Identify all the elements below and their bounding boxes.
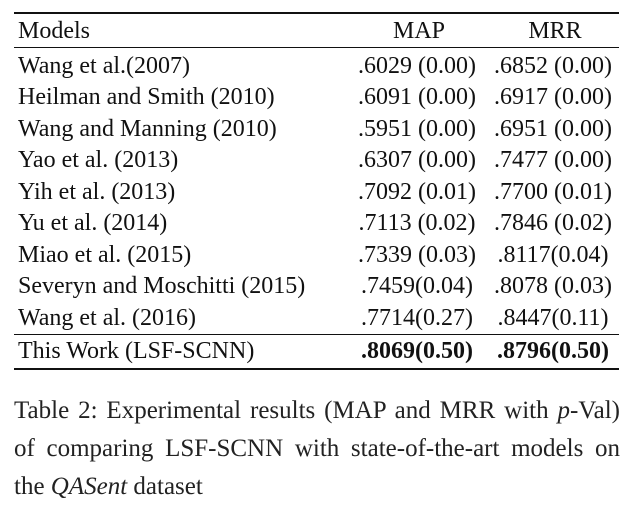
cell-mrr: .8447(0.11) (497, 304, 609, 331)
table-row: Wang and Manning (2010) .5951 (0.00) .6951… (14, 113, 619, 145)
cell-mrr: .8796(0.50) (487, 333, 619, 370)
cell-map: .5951 (0.00) (358, 115, 476, 142)
table-row: Wang et al. (2016) .7714(0.27) .8447(0.11) (14, 302, 619, 334)
cell-model: This Work (LSF-SCNN) (14, 333, 347, 370)
table-header: Models MAP MRR (14, 12, 619, 48)
table-row: Yu et al. (2014) .7113 (0.02) .7846 (0.02) (14, 208, 619, 240)
table-row: Heilman and Smith (2010) .6091 (0.00) .691… (14, 82, 619, 114)
cell-model: Wang and Manning (2010) (18, 115, 277, 142)
cell-map: .7339 (0.03) (358, 241, 476, 268)
cell-model: Yih et al. (2013) (18, 178, 176, 205)
cell-map: .8069(0.50) (347, 333, 487, 370)
cell-map: .7092 (0.01) (358, 178, 476, 205)
cell-mrr: .7846 (0.02) (494, 210, 612, 237)
cell-model: Heilman and Smith (2010) (18, 84, 275, 111)
caption-p-italic: p (557, 397, 571, 424)
results-table-container: Models MAP MRR Wang et al.(2007) .6029 (0… (14, 12, 619, 370)
cell-model: Wang et al.(2007) (18, 52, 191, 79)
header-mrr: MRR (487, 12, 619, 48)
cell-mrr: .6951 (0.00) (494, 115, 612, 142)
caption-text-3: dataset (127, 473, 203, 500)
table-row-this-work: This Work (LSF-SCNN) .8069(0.50) .8796(0… (14, 333, 619, 370)
cell-mrr: .7700 (0.01) (494, 178, 612, 205)
caption-text-1: Table 2: Experimental results (MAP and M… (14, 397, 558, 424)
header-models: Models (14, 12, 347, 48)
table-row: Wang et al.(2007) .6029 (0.00) .6852 (0.00… (14, 48, 619, 82)
cell-model: Wang et al. (2016) (18, 304, 197, 331)
caption-text-2: -Val) of comparing LSF-SCNN with state-o… (14, 397, 620, 500)
cell-map: .6307 (0.00) (358, 147, 476, 174)
header-row: Models MAP MRR (14, 12, 619, 48)
cell-mrr: .6852 (0.00) (494, 52, 612, 79)
table-row: Miao et al. (2015) .7339 (0.03) .8117(0.04… (14, 239, 619, 271)
cell-map: .7714(0.27) (361, 304, 473, 331)
cell-map: .6091 (0.00) (358, 84, 476, 111)
cell-model: Severyn and Moschitti (2015) (18, 273, 306, 300)
table-row: Yih et al. (2013) .7092 (0.01) .7700 (0.01… (14, 176, 619, 208)
results-table: Models MAP MRR Wang et al.(2007) .6029 (0… (14, 12, 619, 370)
cell-model: Yao et al. (2013) (18, 147, 179, 174)
cell-mrr: .8078 (0.03) (494, 273, 612, 300)
table-caption: Table 2: Experimental results (MAP and M… (14, 392, 620, 506)
cell-model: Miao et al. (2015) (18, 241, 192, 268)
cell-model: Yu et al. (2014) (18, 210, 168, 237)
table-body: Wang et al.(2007) .6029 (0.00) .6852 (0.00… (14, 48, 619, 370)
cell-mrr: .6917 (0.00) (494, 84, 612, 111)
cell-map: .6029 (0.00) (358, 52, 476, 79)
cell-mrr: .7477 (0.00) (494, 147, 612, 174)
header-map: MAP (347, 12, 487, 48)
table-row: Severyn and Moschitti (2015) .7459(0.04).… (14, 271, 619, 303)
cell-map: .7113 (0.02) (358, 210, 476, 237)
cell-map: .7459(0.04) (361, 273, 473, 300)
cell-mrr: .8117(0.04) (497, 241, 609, 268)
caption-dataset-italic: QASent (50, 473, 128, 500)
table-row: Yao et al. (2013) .6307 (0.00) .7477 (0.00… (14, 145, 619, 177)
